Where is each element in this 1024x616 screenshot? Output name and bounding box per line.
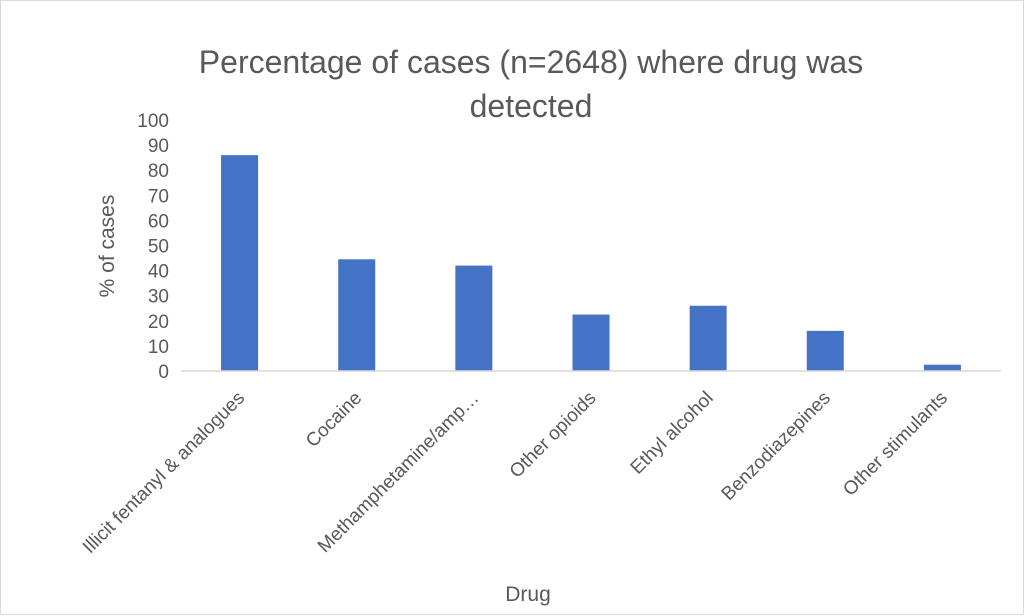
x-category-label: Other stimulants — [839, 388, 952, 501]
x-axis-title: Drug — [505, 583, 551, 606]
chart-title-line-2: detected — [470, 88, 593, 124]
chart-title-line-1: Percentage of cases (n=2648) where drug … — [199, 44, 863, 80]
y-tick-label: 10 — [148, 337, 169, 358]
x-category-label: Illicit fentanyl & analogues — [79, 388, 249, 558]
bar — [689, 305, 727, 371]
y-tick-label: 60 — [148, 211, 169, 232]
y-tick-label: 50 — [148, 237, 169, 258]
y-tick-label: 0 — [158, 362, 169, 383]
x-axis-labels: Illicit fentanyl & analogues CocaineMetha… — [79, 388, 952, 558]
y-tick-label: 90 — [148, 136, 169, 157]
x-category-label: Other opioids — [506, 388, 601, 483]
bar — [221, 155, 259, 371]
y-axis-title: % of cases — [96, 195, 119, 298]
y-tick-label: 70 — [148, 186, 169, 207]
bar — [572, 314, 610, 371]
bar — [338, 259, 376, 371]
x-category-label: Benzodiazepines — [718, 388, 835, 505]
y-tick-label: 30 — [148, 287, 169, 308]
y-axis-ticks: 0 10 20 30 40 50 60 70 80 90 100 — [137, 111, 169, 383]
x-category-label: Cocaine — [302, 388, 366, 452]
bars-group — [221, 155, 961, 371]
x-category-label: Ethyl alcohol — [627, 388, 718, 479]
bar — [806, 330, 844, 371]
y-tick-label: 40 — [148, 262, 169, 283]
bar — [923, 364, 961, 371]
bar — [455, 265, 493, 371]
y-tick-label: 80 — [148, 161, 169, 182]
y-tick-label: 20 — [148, 312, 169, 333]
y-tick-label: 100 — [137, 111, 169, 132]
